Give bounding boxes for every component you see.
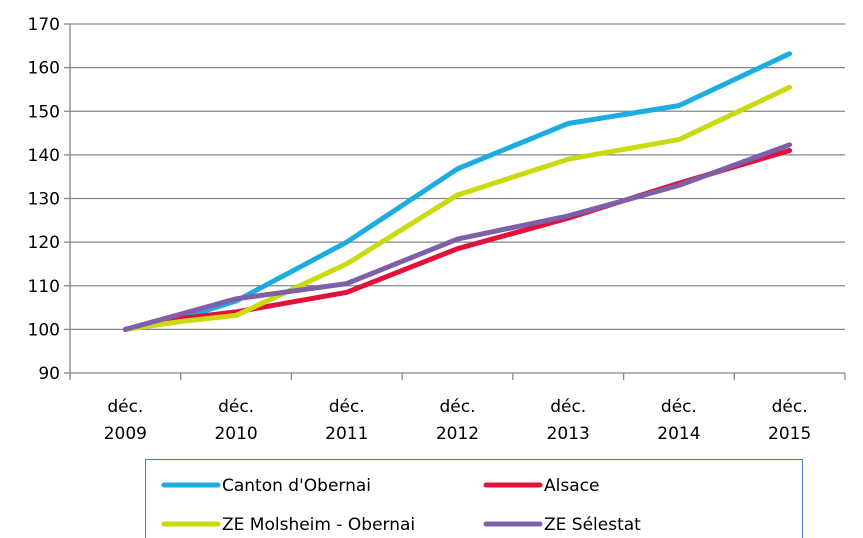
x-tick-label: déc. 2012	[436, 397, 479, 444]
gridlines	[70, 23, 845, 331]
y-tick-label: 160	[28, 59, 60, 79]
x-tick-label: déc. 2009	[104, 397, 147, 444]
legend-label-0: Canton d'Obernai	[222, 476, 371, 496]
x-tick-label: déc. 2014	[657, 397, 700, 444]
y-tick-label: 170	[28, 15, 60, 35]
series-line-2	[122, 84, 793, 332]
series-line-0	[122, 51, 793, 332]
series-lines	[122, 51, 793, 332]
y-tick-label: 150	[28, 102, 60, 122]
legend-label-3: ZE Sélestat	[544, 515, 641, 535]
x-tick-label: déc. 2013	[547, 397, 590, 444]
series-line-3	[122, 142, 793, 332]
y-tick-label: 130	[28, 190, 60, 210]
y-tick-label: 90	[38, 364, 60, 384]
x-axis-tick-labels: déc. 2009 déc. 2010 déc. 2011 déc. 2012 déc. 2013…	[104, 397, 812, 444]
axes	[64, 23, 846, 380]
x-tick-label: déc. 2010	[214, 397, 257, 444]
x-tick-label: déc. 2011	[325, 397, 368, 444]
y-tick-label: 100	[28, 320, 60, 340]
legend: Canton d'Obernai Alsace ZE Molsheim - Ober…	[145, 459, 803, 538]
y-tick-label: 110	[28, 277, 60, 297]
x-tick-label: déc. 2015	[768, 397, 811, 444]
legend-box	[145, 459, 803, 538]
y-tick-label: 140	[28, 146, 60, 166]
legend-label-1: Alsace	[544, 476, 599, 496]
y-tick-label: 120	[28, 233, 60, 253]
legend-label-2: ZE Molsheim - Obernai	[222, 515, 415, 535]
y-axis-tick-labels: 90 100 110 120 130 140 150 160 170	[28, 15, 60, 384]
